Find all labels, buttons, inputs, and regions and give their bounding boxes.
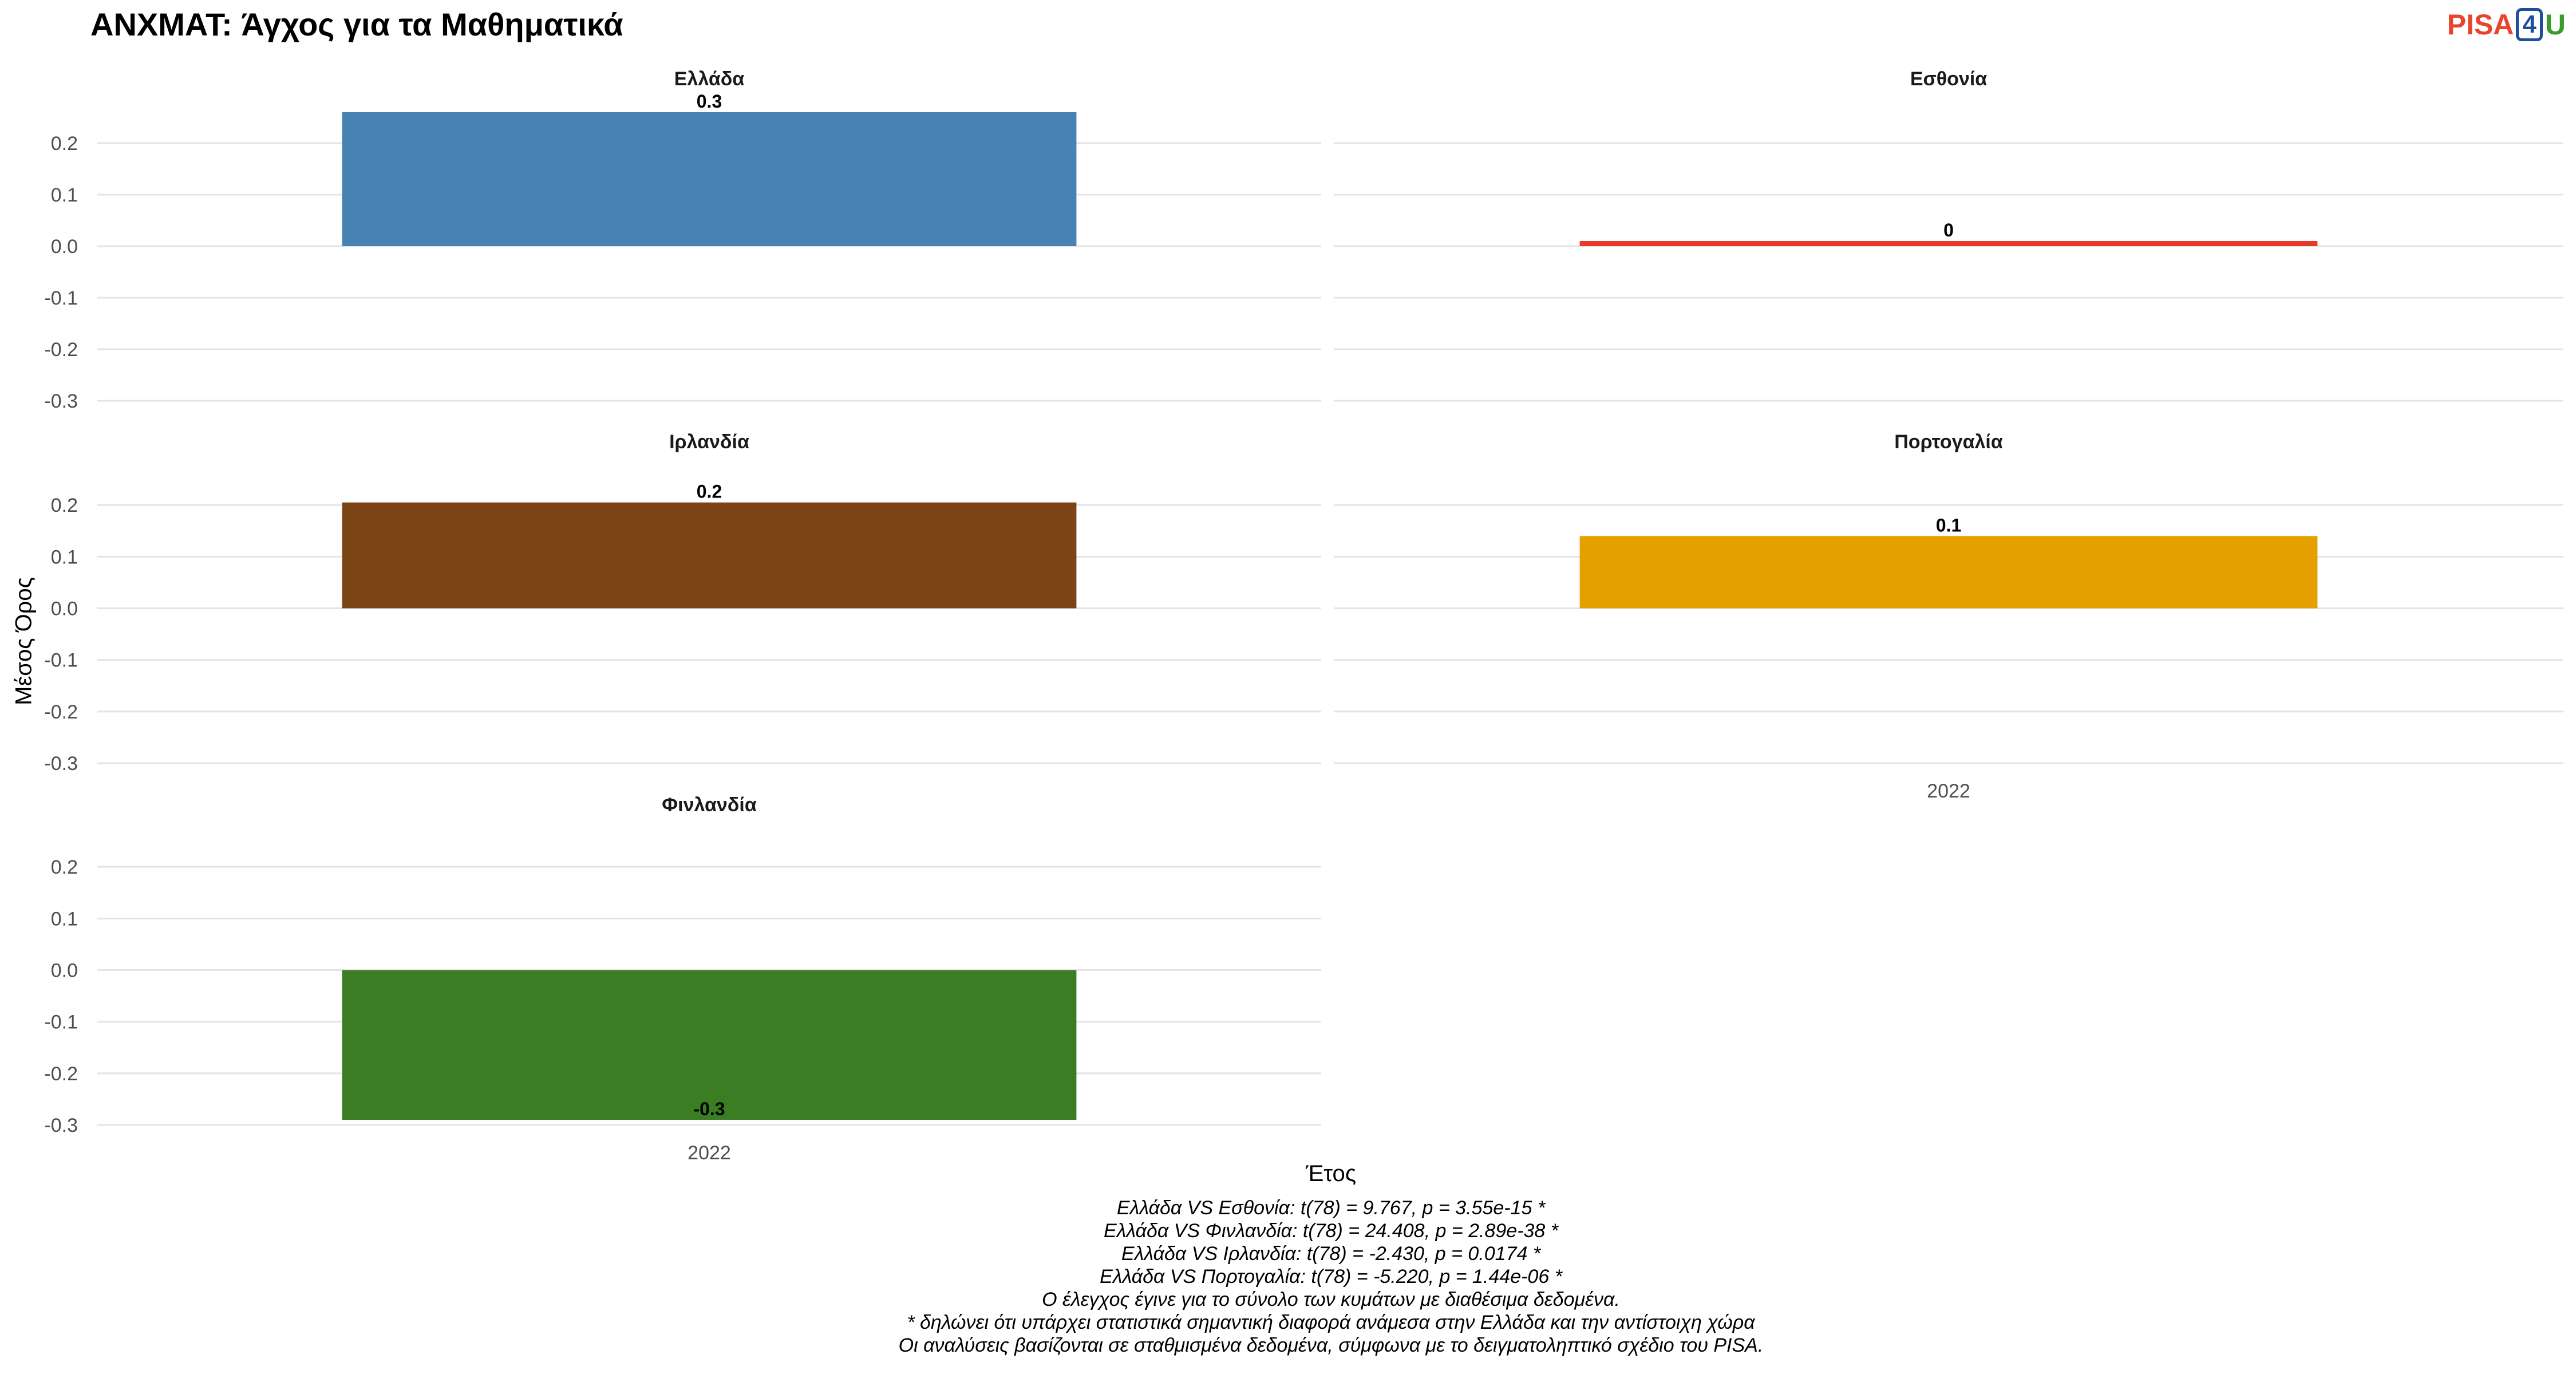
y-tick-label: -0.1 — [44, 1012, 78, 1033]
y-tick-label: -0.3 — [44, 753, 78, 775]
y-axis-title: Μέσος Όρος — [11, 577, 37, 705]
statistical-notes: Ελλάδα VS Εσθονία: t(78) = 9.767, p = 3.… — [0, 1197, 2576, 1357]
note-line: Ο έλεγχος έγινε για το σύνολο των κυμάτω… — [1042, 1289, 1620, 1310]
y-tick-label: 0.2 — [51, 133, 78, 155]
logo-pisa-text: PISA — [2447, 9, 2514, 41]
y-tick-label: 0.0 — [51, 236, 78, 258]
facet-title: Ελλάδα — [674, 68, 745, 90]
y-tick-label: -0.3 — [44, 1115, 78, 1136]
logo-four-text: 4 — [2516, 8, 2543, 41]
note-line: Ελλάδα VS Πορτογαλία: t(78) = -5.220, p … — [1100, 1266, 1562, 1288]
y-tick-label: -0.2 — [44, 339, 78, 361]
facet-title: Εσθονία — [1910, 68, 1987, 90]
y-tick-label: 0.1 — [51, 908, 78, 930]
data-label: 0.1 — [1936, 515, 1961, 535]
y-tick-label: 0.1 — [51, 184, 78, 206]
y-tick-label: 0.0 — [51, 960, 78, 982]
data-label: -0.3 — [693, 1099, 725, 1119]
y-tick-label: -0.1 — [44, 650, 78, 672]
note-line: Οι αναλύσεις βασίζονται σε σταθμισμένα δ… — [898, 1334, 1764, 1356]
y-tick-label: 0.0 — [51, 598, 78, 620]
note-line: Ελλάδα VS Εσθονία: t(78) = 9.767, p = 3.… — [1116, 1197, 1546, 1219]
pisa4u-logo: PISA 4 U — [2447, 8, 2566, 41]
bar — [342, 112, 1077, 246]
data-label: 0 — [1943, 220, 1954, 240]
y-tick-label: 0.2 — [51, 856, 78, 878]
facet-title: Ιρλανδία — [669, 431, 749, 453]
y-tick-label: -0.2 — [44, 701, 78, 723]
x-tick-label: 2022 — [688, 1142, 731, 1164]
bar — [342, 502, 1077, 609]
x-tick-label: 2022 — [1927, 780, 1970, 802]
data-label: 0.3 — [697, 91, 722, 112]
note-line: Ελλάδα VS Φινλανδία: t(78) = 24.408, p =… — [1103, 1220, 1559, 1242]
logo-u-text: U — [2545, 9, 2566, 41]
y-tick-label: -0.2 — [44, 1063, 78, 1085]
facet-title: Φινλανδία — [662, 794, 757, 816]
chart-title: ANXMAT: Άγχος για τα Μαθηματικά — [90, 6, 623, 42]
y-tick-label: 0.1 — [51, 546, 78, 568]
data-label: 0.2 — [697, 481, 722, 502]
y-tick-label: 0.2 — [51, 495, 78, 516]
bar — [1579, 536, 2318, 609]
facet-title: Πορτογαλία — [1894, 431, 2003, 453]
x-axis-title: Έτος — [1305, 1161, 1357, 1186]
note-line: * δηλώνει ότι υπάρχει στατιστικά σημαντι… — [907, 1312, 1755, 1333]
y-tick-label: -0.3 — [44, 390, 78, 412]
bar — [342, 970, 1077, 1120]
bar — [1579, 241, 2318, 246]
note-line: Ελλάδα VS Ιρλανδία: t(78) = -2.430, p = … — [1121, 1243, 1541, 1265]
y-tick-label: -0.1 — [44, 287, 78, 309]
